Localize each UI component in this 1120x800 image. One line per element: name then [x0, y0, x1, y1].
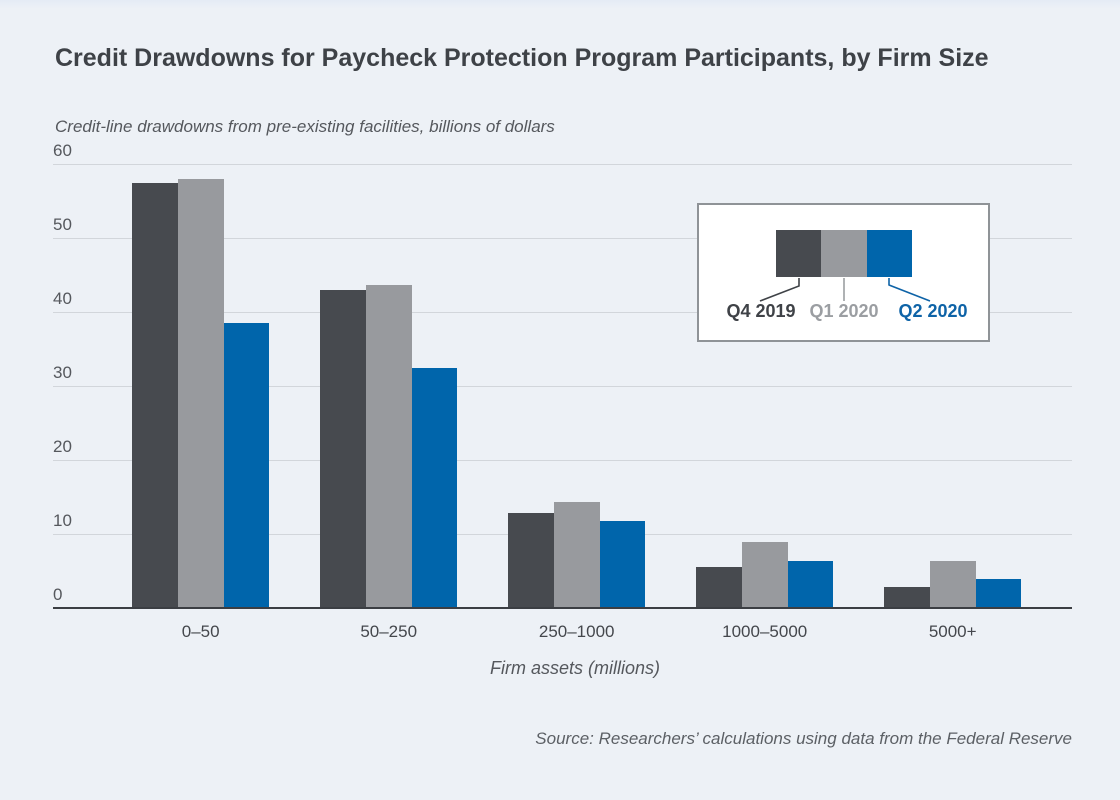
legend-swatch-q2-2020 — [866, 230, 912, 277]
y-tick-label: 0 — [53, 585, 63, 604]
legend-label-q1-2020: Q1 2020 — [809, 301, 879, 321]
bar-q1-2020 — [365, 284, 412, 608]
bar-q1-2020 — [929, 561, 976, 608]
bar-q2-2020 — [223, 323, 270, 608]
x-tick-label: 250–1000 — [538, 622, 615, 641]
legend-label-q4-2019: Q4 2019 — [726, 301, 796, 321]
y-tick-label: 10 — [53, 511, 72, 530]
bar-q4-2019 — [132, 182, 178, 608]
x-tick-label: 0–50 — [181, 622, 220, 641]
y-tick-label: 20 — [53, 437, 72, 456]
legend: Q4 2019 Q1 2020 Q2 2020 — [697, 203, 990, 342]
bar-q4-2019 — [320, 289, 366, 608]
bar-q2-2020 — [787, 560, 834, 608]
y-tick-label: 50 — [53, 215, 72, 234]
bar-q4-2019 — [884, 587, 930, 608]
legend-label-q2-2020: Q2 2020 — [898, 301, 968, 321]
bar-q4-2019 — [696, 567, 742, 608]
gridline — [53, 238, 1072, 239]
gridline — [53, 460, 1072, 461]
y-tick-label: 40 — [53, 289, 72, 308]
gridline — [53, 312, 1072, 313]
bar-q2-2020 — [411, 367, 458, 608]
x-tick-label: 5000+ — [928, 622, 977, 641]
x-tick-label: 50–250 — [360, 622, 418, 641]
bar-q1-2020 — [553, 502, 600, 608]
source-note: Source: Researchers’ calculations using … — [535, 729, 1072, 748]
plot-area: 0 10 20 30 40 50 60 0–50 50–250 250–1000 1000–500… — [53, 141, 1072, 641]
x-axis-line — [53, 607, 1072, 609]
bar-q2-2020 — [599, 521, 646, 608]
legend-swatch-q1-2020 — [821, 230, 867, 277]
legend-connector — [759, 278, 800, 302]
x-axis-title: Firm assets (millions) — [489, 658, 661, 678]
chart-title: Credit Drawdowns for Paycheck Protection… — [55, 44, 989, 72]
legend-connector-lines — [759, 278, 931, 302]
bar-q2-2020 — [975, 579, 1022, 608]
gridline — [53, 164, 1072, 165]
legend-connector — [888, 278, 931, 302]
chart-units-note: Credit-line drawdowns from pre-existing … — [55, 117, 555, 136]
y-tick-label: 30 — [53, 363, 72, 382]
y-tick-label: 60 — [53, 141, 72, 160]
gridline — [53, 386, 1072, 387]
bar-q1-2020 — [177, 178, 224, 608]
bar-q4-2019 — [508, 513, 554, 608]
bar-q1-2020 — [741, 542, 788, 608]
legend-swatch-q4-2019 — [776, 230, 822, 277]
x-tick-label: 1000–5000 — [722, 622, 808, 641]
